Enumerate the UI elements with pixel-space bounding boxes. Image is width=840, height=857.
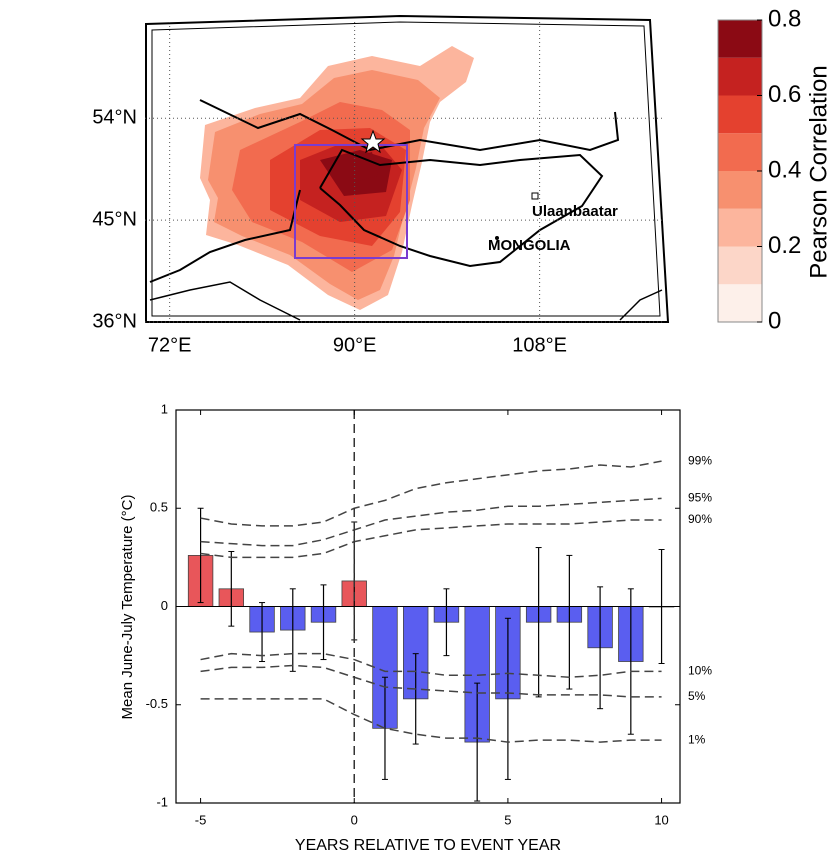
colorbar-tick-label: 0.6 (768, 81, 801, 108)
percentile-line (200, 519, 662, 559)
place-label: MONGOLIA (488, 237, 571, 254)
colorbar-label: Pearson Correlation (805, 65, 832, 278)
map: Ulaanbaatar MONGOLIA (145, 14, 670, 323)
x-tick-label: 0 (351, 812, 358, 827)
x-tick-label: 5 (504, 812, 511, 827)
x-axis-label: YEARS RELATIVE TO EVENT YEAR (295, 837, 561, 854)
y-tick-label: -0.5 (146, 696, 168, 711)
percentile-label: 1% (688, 732, 706, 746)
site-star (360, 129, 386, 154)
correlation-region (350, 152, 378, 182)
y-tick-label: -1 (156, 794, 168, 809)
percentile-line (200, 497, 662, 547)
colorbar-bin (718, 133, 762, 171)
lon-tick-label: 108°E (512, 334, 567, 356)
colorbar-bin (718, 208, 762, 247)
lat-tick-label: 36°N (92, 310, 137, 332)
colorbar-bin (718, 284, 762, 322)
lon-tick-label: 90°E (333, 334, 377, 356)
colorbar-bin (718, 246, 762, 285)
colorbar-bin (718, 95, 762, 134)
x-tick-label: 10 (654, 812, 668, 827)
y-tick-label: 0.5 (150, 500, 168, 515)
percentile-line (200, 664, 662, 698)
y-axis-label: Mean June-July Temperature (°C) (119, 495, 136, 720)
percentile-label: 95% (688, 491, 712, 505)
percentile-line (200, 652, 662, 678)
colorbar-bin (718, 171, 762, 209)
border (319, 148, 604, 268)
colorbar-tick-label: 0.4 (768, 156, 801, 183)
lon-tick-label: 72°E (148, 334, 192, 356)
percentile-label: 5% (688, 689, 706, 703)
x-tick-label: -5 (195, 812, 207, 827)
y-tick-label: 1 (161, 401, 168, 416)
percentile-label: 90% (688, 512, 712, 526)
percentile-line (200, 460, 662, 527)
border (149, 189, 301, 283)
country-marker (495, 236, 499, 240)
colorbar-tick-label: 0.2 (768, 232, 801, 259)
percentile-line (200, 698, 662, 743)
lat-tick-label: 45°N (92, 208, 137, 230)
city-marker (531, 192, 539, 200)
place-label: Ulaanbaatar (532, 203, 618, 220)
percentile-label: 99% (688, 453, 712, 467)
border (619, 289, 663, 321)
colorbar-tick-label: 0 (768, 307, 781, 334)
y-tick-label: 0 (161, 598, 168, 613)
study-box (294, 144, 408, 259)
lat-tick-label: 54°N (92, 107, 137, 129)
percentile-label: 10% (688, 664, 712, 678)
colorbar-tick-label: 0.8 (768, 5, 801, 32)
colorbar-bin (718, 20, 762, 58)
map-frame (151, 21, 661, 317)
colorbar-bin (718, 57, 762, 96)
border (149, 281, 301, 321)
